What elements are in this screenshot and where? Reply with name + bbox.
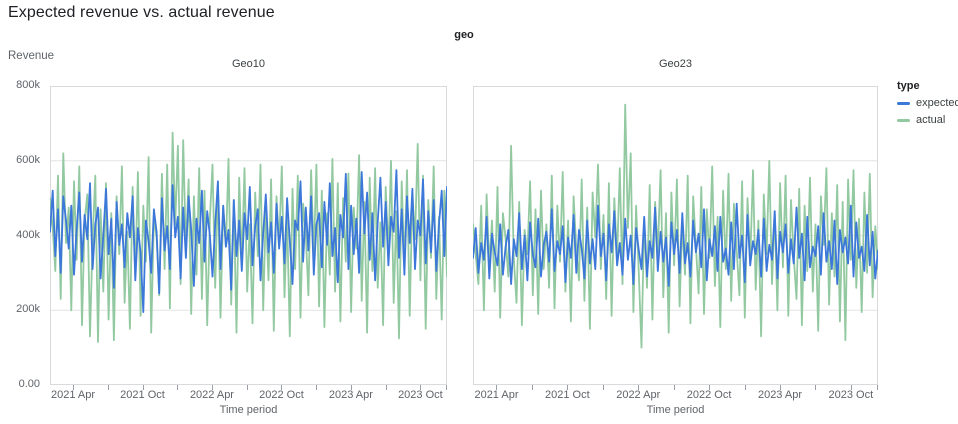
x-tick-label: 2021 Oct <box>545 389 590 401</box>
x-tick-label: 2023 Oct <box>398 389 443 401</box>
legend-item-actual[interactable]: actual <box>897 114 958 126</box>
y-axis-title: Revenue <box>8 50 55 62</box>
expected-line <box>473 202 878 287</box>
facet-field-header: geo <box>454 29 474 41</box>
x-tick-label: 2023 Oct <box>828 389 874 401</box>
legend-title: type <box>897 80 920 92</box>
legend-item-expected[interactable]: expected <box>897 97 958 109</box>
facet-title-geo10: Geo10 <box>231 58 266 70</box>
legend-label: actual <box>916 114 946 126</box>
facet-plot-geo23[interactable] <box>473 86 878 393</box>
facet-title-geo23: Geo23 <box>658 58 693 70</box>
x-tick-label: 2021 Oct <box>120 389 165 401</box>
x-axis-title: Time period <box>646 404 705 416</box>
actual-line <box>473 103 878 349</box>
page-title: Expected revenue vs. actual revenue <box>8 4 275 21</box>
x-tick-label: 2022 Apr <box>189 389 234 401</box>
y-tick-label: 800k <box>16 79 40 91</box>
facet-plot-geo10[interactable] <box>50 86 447 393</box>
x-tick-label: 2022 Oct <box>686 389 732 401</box>
x-tick-label: 2022 Apr <box>616 389 661 401</box>
y-tick-label: 400k <box>16 228 40 241</box>
y-tick-label: 200k <box>16 303 40 316</box>
expected-line <box>50 169 447 314</box>
x-tick-label: 2021 Apr <box>50 389 96 401</box>
x-tick-label: 2023 Apr <box>757 389 802 401</box>
legend-swatch-actual <box>897 118 910 122</box>
x-tick-label: 2023 Apr <box>328 389 373 401</box>
y-tick-label: 600k <box>16 153 40 166</box>
y-tick-label: 0.00 <box>18 378 40 390</box>
legend-swatch-expected <box>897 101 910 105</box>
legend: type expected actual <box>897 80 958 131</box>
x-tick-label: 2022 Oct <box>259 389 304 401</box>
legend-label: expected <box>916 97 958 109</box>
x-tick-label: 2021 Apr <box>474 389 519 401</box>
x-axis-title: Time period <box>219 404 278 416</box>
